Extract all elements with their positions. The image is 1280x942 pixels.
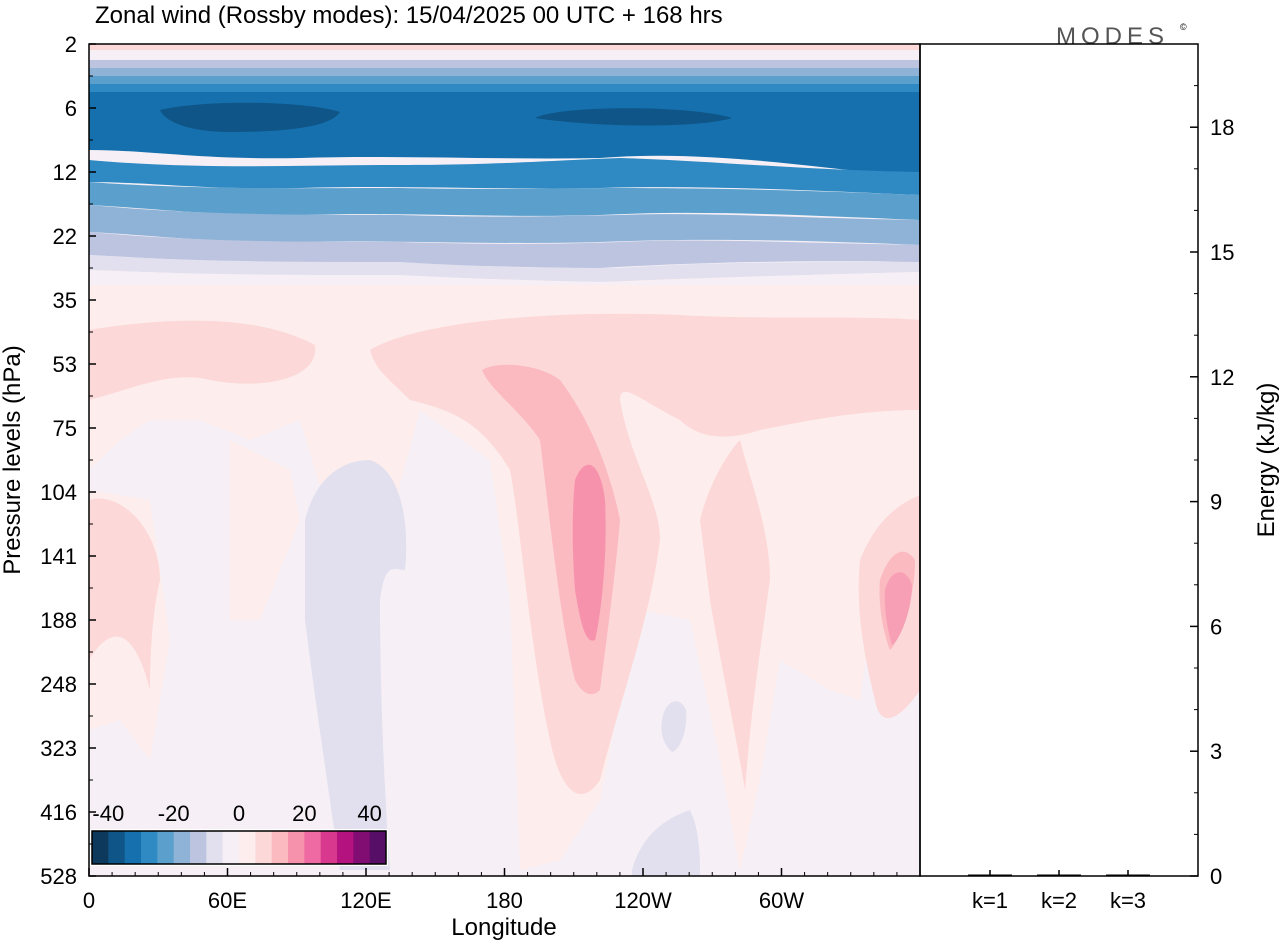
colorbar-swatch [157, 831, 175, 864]
field-region-weak-easterly-column [305, 460, 407, 870]
field-region-weak-easterly-column-east [661, 701, 687, 752]
modes-logo-mark: © [1180, 22, 1187, 32]
colorbar-swatch [304, 831, 322, 864]
colorbar-swatch [320, 831, 338, 864]
y-tick-label: 22 [53, 224, 77, 249]
colorbar-swatch [271, 831, 289, 864]
field-band-easterly-20 [89, 182, 920, 220]
colorbar-swatch [190, 831, 207, 864]
field-region-weak-easterly-bottom [632, 810, 700, 876]
colorbar-tick-label: -40 [92, 801, 124, 826]
energy-category-label: k=2 [1041, 888, 1077, 913]
y-tick-label: 12 [53, 160, 77, 185]
energy-tick-label: 15 [1210, 240, 1234, 265]
energy-tick-label: 3 [1210, 739, 1222, 764]
y-tick-label: 53 [53, 352, 77, 377]
field-band-easterly-10 [89, 232, 920, 268]
colorbar-swatch [353, 831, 371, 864]
field-region-westerly-5-10-west [89, 498, 160, 690]
energy-frame [919, 43, 1199, 877]
energy-tick-label: 9 [1210, 490, 1222, 515]
colorbar-tick-label: 20 [292, 801, 316, 826]
energy-tick-label: 18 [1210, 115, 1234, 140]
colorbar-swatch [337, 831, 354, 864]
field-band-easterly-25 [89, 158, 920, 195]
y-tick-label: 75 [53, 416, 77, 441]
y-tick-label: 528 [40, 864, 77, 889]
colorbar-tick-label: -20 [158, 801, 190, 826]
colorbar: -40 -20 0 20 40 [90, 801, 388, 866]
wind-contour-field [89, 44, 920, 876]
y-tick-label: 141 [40, 544, 77, 569]
colorbar-swatch [288, 831, 305, 864]
colorbar-swatch [222, 831, 240, 864]
field-region-westerly-15-20 [572, 464, 606, 641]
x-tick-label: 120E [340, 888, 391, 913]
field-core-strongest-east [535, 108, 732, 126]
energy-category-label: k=1 [972, 888, 1008, 913]
x-tick-label: 60W [759, 888, 804, 913]
field-region-westerly-15-20-east [884, 572, 912, 645]
field-region-weak-westerly-west [230, 440, 300, 620]
colorbar-tick-label: 40 [357, 801, 381, 826]
y-tick-label: 248 [40, 672, 77, 697]
field-band-easterly-5 [89, 255, 920, 282]
energy-tick-label: 6 [1210, 614, 1222, 639]
colorbar-swatch [239, 831, 256, 864]
x-axis-label: Longitude [451, 914, 556, 941]
field-band-3hpa [89, 50, 920, 60]
y-axis-label: Pressure levels (hPa) [0, 345, 26, 574]
field-band-2hpa [89, 44, 920, 50]
x-tick-label: 60E [208, 888, 247, 913]
x-tick-label: 0 [83, 888, 95, 913]
colorbar-swatch [92, 831, 109, 864]
x-tick-label: 180 [486, 888, 523, 913]
colorbar-swatch [206, 831, 224, 864]
y-tick-label: 416 [40, 800, 77, 825]
colorbar-swatch [369, 831, 387, 864]
y-tick-label: 104 [40, 480, 77, 505]
field-core-strongest-west [160, 102, 340, 132]
energy-tick-label: 12 [1210, 365, 1234, 390]
y-tick-label: 6 [65, 96, 77, 121]
y-tick-label: 323 [40, 736, 77, 761]
colorbar-swatch [124, 831, 142, 864]
x-tick-label: 120W [614, 888, 672, 913]
field-band-7hpa [89, 84, 920, 94]
field-band-6hpa [89, 76, 920, 86]
energy-category-label: k=3 [1110, 888, 1146, 913]
colorbar-tick-label: 0 [233, 801, 245, 826]
field-band-4hpa [89, 60, 920, 70]
colorbar-swatch [173, 831, 191, 864]
field-region-westerly-5-10 [89, 320, 316, 400]
field-region-westerly-5-10-east [700, 440, 770, 790]
field-band-easterly-15 [89, 205, 920, 245]
y-tick-label: 35 [53, 288, 77, 313]
colorbar-swatch [141, 831, 158, 864]
field-band-near-zero [89, 270, 920, 285]
colorbar-swatch [108, 831, 126, 864]
energy-axis-label: Energy (kJ/kg) [1253, 383, 1280, 538]
field-region-westerly-5-10-central [370, 313, 920, 795]
colorbar-swatch [255, 831, 273, 864]
colorbar-frame [91, 830, 387, 865]
energy-tick-label: 0 [1210, 864, 1222, 889]
chart-title: Zonal wind (Rossby modes): 15/04/2025 00… [95, 2, 723, 29]
y-tick-label: 188 [40, 608, 77, 633]
field-band-5hpa [89, 68, 920, 78]
modes-logo: MODES [1056, 23, 1169, 50]
y-tick-label: 2 [65, 32, 77, 57]
